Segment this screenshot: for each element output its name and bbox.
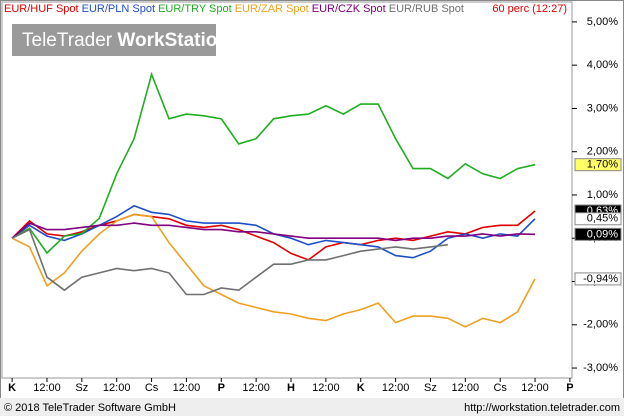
- legend-entry: EUR/HUF Spot: [4, 3, 79, 15]
- copyright: © 2018 TeleTrader Software GmbH: [4, 402, 176, 414]
- x-tick-label: K: [357, 382, 365, 394]
- value-label-bg: [574, 158, 622, 172]
- plot-area: [1, 1, 573, 379]
- value-label: 1,70%: [587, 159, 618, 171]
- x-tick-label: P: [218, 382, 225, 394]
- y-tick-label: 4,00%: [587, 59, 618, 71]
- legend-entry: EUR/TRY Spot: [158, 3, 232, 15]
- x-tick-label: Cs: [493, 382, 507, 394]
- y-tick-label: 1,00%: [587, 189, 618, 201]
- x-tick-label: Sz: [75, 382, 88, 394]
- y-tick-label: -2,00%: [583, 319, 618, 331]
- x-tick-label: 12:00: [242, 382, 270, 394]
- legend: EUR/HUF Spot EUR/PLN Spot EUR/TRY Spot E…: [4, 3, 464, 15]
- value-label-bg: [574, 212, 622, 226]
- legend-entry: EUR/ZAR Spot: [235, 3, 309, 15]
- y-tick-label: 2,00%: [587, 146, 618, 158]
- x-tick-label: 12:00: [33, 382, 61, 394]
- x-tick-label: Sz: [424, 382, 437, 394]
- y-tick-label: -3,00%: [583, 362, 618, 374]
- series-line: [11, 228, 449, 296]
- x-tick-label: 12:00: [382, 382, 410, 394]
- value-label: 0,09%: [587, 228, 618, 240]
- legend-entry: EUR/RUB Spot: [389, 3, 464, 15]
- x-tick-label: K: [8, 382, 16, 394]
- footer: [0, 398, 624, 416]
- x-tick-label: H: [287, 382, 295, 394]
- x-tick-label: 12:00: [521, 382, 549, 394]
- value-label-bg: [574, 272, 622, 286]
- x-tick-label: 12:00: [173, 382, 201, 394]
- legend-entry: EUR/PLN Spot: [82, 3, 155, 15]
- period: 60 perc (12:27): [492, 3, 567, 15]
- x-tick-label: 12:00: [312, 382, 340, 394]
- x-tick-label: 12:00: [452, 382, 480, 394]
- watermark: TeleTrader WorkStation: [22, 30, 229, 51]
- x-tick-label: Cs: [145, 382, 159, 394]
- value-label: -0,94%: [583, 273, 618, 285]
- value-label-bg: [574, 227, 622, 241]
- series-line: [11, 213, 536, 328]
- y-tick-label: 3,00%: [587, 102, 618, 114]
- series-line: [11, 222, 536, 242]
- x-tick-label: P: [566, 382, 573, 394]
- x-tick-label: 12:00: [103, 382, 131, 394]
- url: http://workstation.teletrader.com: [464, 402, 620, 414]
- value-label: 0,45%: [587, 213, 618, 225]
- y-tick-label: 5,00%: [587, 16, 618, 28]
- legend-entry: EUR/CZK Spot: [312, 3, 386, 15]
- watermark-box: [12, 24, 216, 56]
- series-line: [11, 71, 536, 255]
